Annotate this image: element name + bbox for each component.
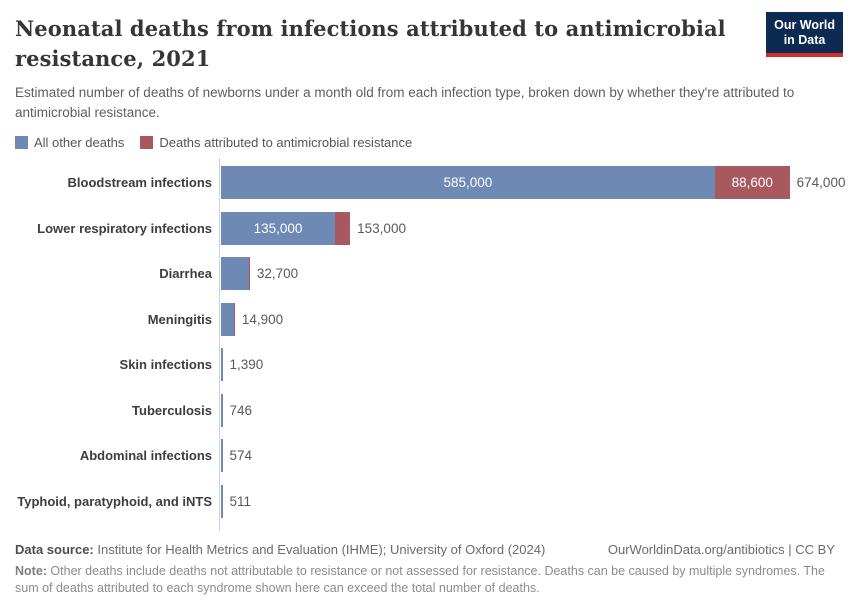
total-label: 32,700 — [256, 266, 299, 282]
bar-area: 585,000 88,600 674,000 — [221, 166, 846, 200]
footnote: Note: Other deaths include deaths not at… — [15, 563, 827, 597]
chart-row: Abdominal infections 574 — [15, 433, 835, 479]
total-label: 1,390 — [229, 357, 264, 373]
page-subtitle: Estimated number of deaths of newborns u… — [15, 85, 795, 120]
chart-row: Bloodstream infections 585,000 88,600 674,0… — [15, 160, 845, 206]
bar-value-label: 585,000 — [443, 175, 493, 191]
category-label: Abdominal infections — [79, 448, 212, 464]
page-title: Neonatal deaths from infections attribut… — [15, 16, 726, 71]
total-label: 511 — [229, 493, 252, 509]
chart-row: Diarrhea 32,700 — [15, 251, 835, 297]
category-label: Tuberculosis — [132, 402, 212, 418]
bar-segment-other-deaths[interactable] — [221, 439, 223, 473]
total-label: 574 — [229, 448, 253, 464]
footer: Data source: Institute for Health Metric… — [15, 541, 835, 597]
category-cell: Meningitis — [15, 312, 217, 327]
legend-item-amr-deaths[interactable]: Deaths attributed to antimicrobial resis… — [140, 135, 412, 150]
footnote-text: Other deaths include deaths not attribut… — [15, 564, 825, 595]
bar-segment-amr-deaths[interactable]: 88,600 — [714, 166, 790, 200]
category-label: Meningitis — [147, 311, 212, 327]
bar-area: 1,390 — [221, 348, 835, 382]
bar-segment-other-deaths[interactable]: 135,000 — [221, 211, 335, 245]
owid-logo[interactable]: Our World in Data — [766, 12, 843, 57]
y-axis-line — [219, 158, 220, 531]
bar-area: 14,900 — [221, 302, 835, 336]
bar-segment-other-deaths[interactable] — [221, 257, 249, 291]
bar-value-label: 135,000 — [253, 220, 303, 236]
chart-row: Tuberculosis 746 — [15, 388, 835, 434]
bar-segment-other-deaths[interactable] — [221, 393, 223, 427]
category-cell: Skin infections — [15, 357, 217, 372]
bar-segment-other-deaths[interactable] — [221, 484, 223, 518]
category-cell: Typhoid, paratyphoid, and iNTS — [15, 494, 217, 509]
category-cell: Tuberculosis — [15, 403, 217, 418]
data-source: Data source: Institute for Health Metric… — [15, 541, 545, 559]
bar-area: 511 — [221, 484, 835, 518]
bar-area: 32,700 — [221, 257, 835, 291]
legend-swatch-red — [140, 136, 154, 149]
bar-segment-amr-deaths[interactable] — [248, 257, 250, 291]
source-line: Data source: Institute for Health Metric… — [15, 541, 835, 559]
license-link[interactable]: OurWorldinData.org/antibiotics | CC BY — [607, 542, 835, 557]
owid-logo-line1: Our World — [774, 18, 835, 32]
legend-label: All other deaths — [34, 135, 125, 150]
legend-swatch-blue — [15, 136, 28, 149]
legend: All other deaths Deaths attributed to an… — [15, 135, 835, 150]
chart-row: Typhoid, paratyphoid, and iNTS 511 — [15, 479, 835, 525]
category-cell: Abdominal infections — [15, 448, 217, 463]
bar-chart: Bloodstream infections 585,000 88,600 674,0… — [15, 158, 845, 531]
total-label: 674,000 — [796, 175, 846, 191]
bar-area: 135,000 153,000 — [221, 211, 835, 245]
total-label: 153,000 — [357, 220, 406, 236]
total-label: 14,900 — [241, 311, 284, 327]
chart-row: Skin infections 1,390 — [15, 342, 835, 388]
category-label: Lower respiratory infections — [37, 220, 212, 236]
bar-area: 574 — [221, 439, 835, 473]
category-label: Diarrhea — [159, 266, 212, 282]
footnote-label: Note: — [15, 564, 47, 578]
category-cell: Lower respiratory infections — [15, 221, 217, 236]
bar-segment-other-deaths[interactable] — [221, 302, 234, 336]
bar-segment-other-deaths[interactable] — [221, 348, 223, 382]
bar-segment-amr-deaths[interactable] — [233, 302, 235, 336]
category-cell: Bloodstream infections — [15, 175, 217, 190]
legend-label: Deaths attributed to antimicrobial resis… — [159, 135, 413, 150]
total-label: 746 — [229, 402, 253, 418]
data-source-label: Data source: — [15, 542, 94, 557]
bar-value-label: 88,600 — [731, 175, 773, 191]
category-label: Skin infections — [119, 357, 212, 373]
category-label: Typhoid, paratyphoid, and iNTS — [17, 493, 212, 509]
category-cell: Diarrhea — [15, 266, 217, 281]
chart-row: Lower respiratory infections 135,000 153,0… — [15, 206, 835, 252]
bar-segment-amr-deaths[interactable] — [334, 211, 351, 245]
chart-row: Meningitis 14,900 — [15, 297, 835, 343]
data-source-text: Institute for Health Metrics and Evaluat… — [93, 542, 546, 557]
category-label: Bloodstream infections — [67, 175, 212, 191]
bar-area: 746 — [221, 393, 835, 427]
legend-item-other-deaths[interactable]: All other deaths — [15, 135, 124, 150]
owid-logo-line2: in Data — [783, 33, 826, 47]
bar-segment-other-deaths[interactable]: 585,000 — [221, 166, 715, 200]
